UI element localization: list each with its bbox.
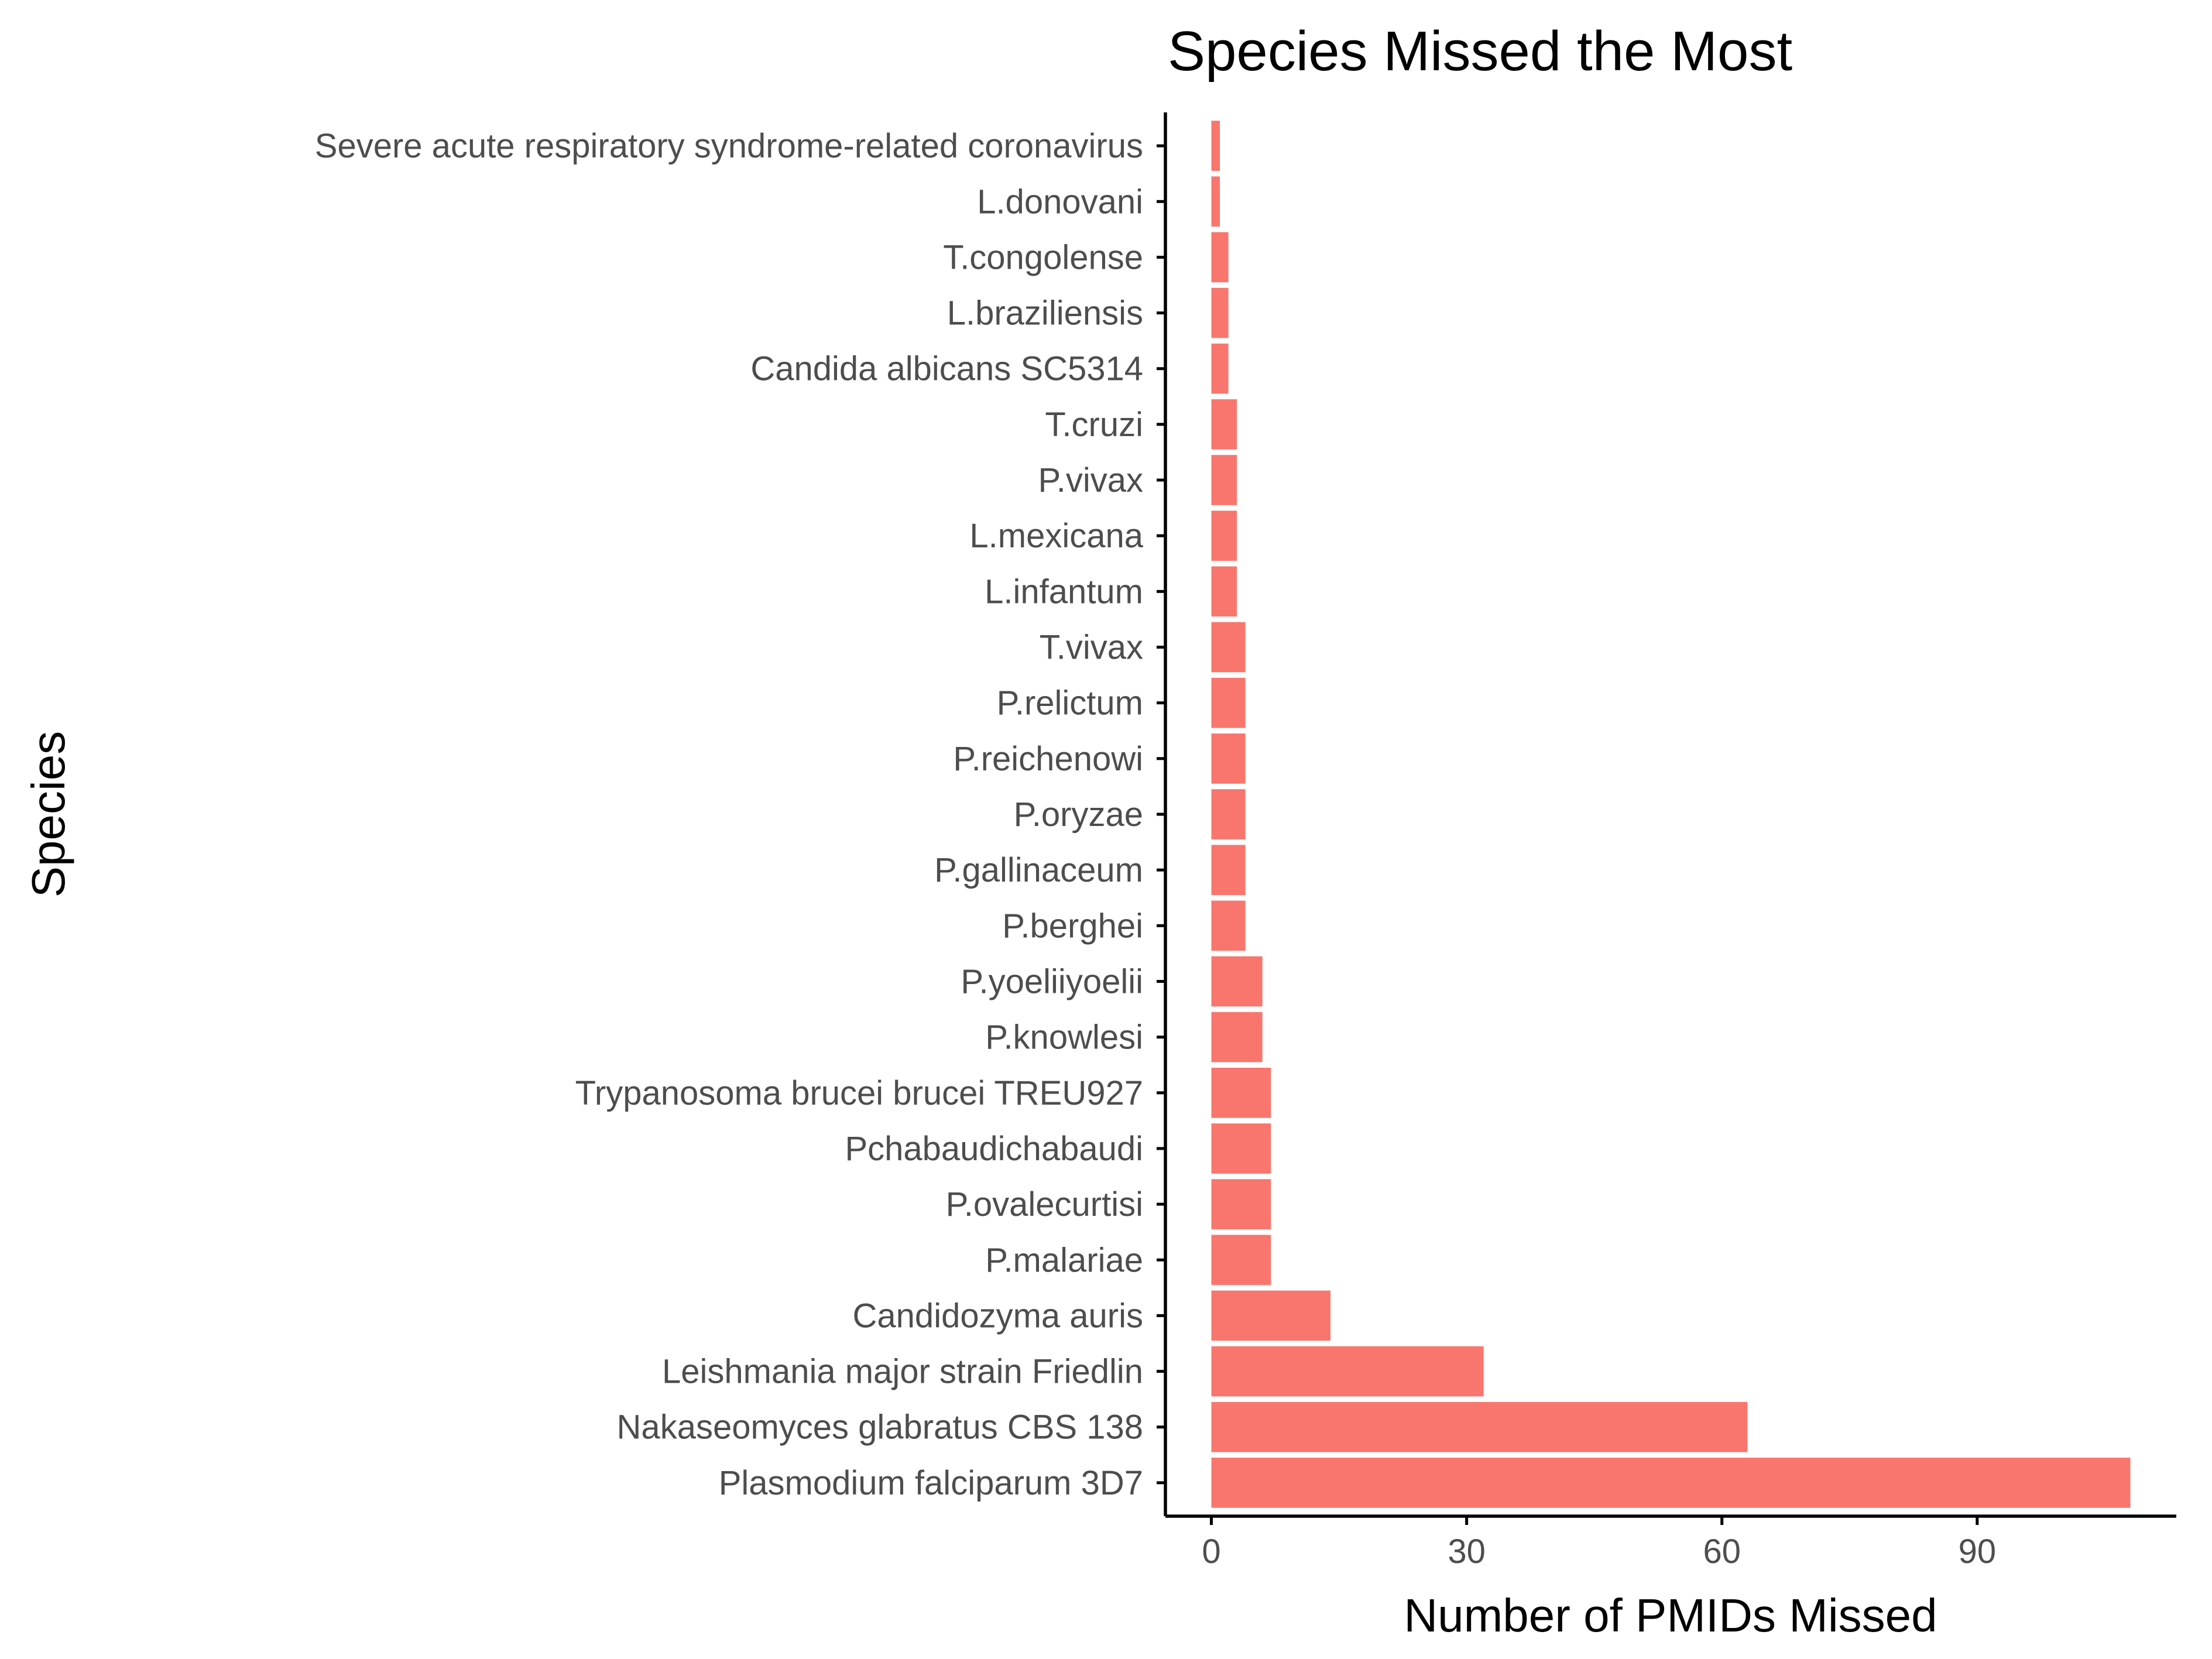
y-tick-label-p-relictum: P.relictum xyxy=(997,684,1143,722)
y-tick-label-p-yoeliiyoelii: P.yoeliiyoelii xyxy=(961,962,1143,1000)
bar-pchabaudichabaudi xyxy=(1211,1123,1271,1174)
y-tick-label-p-gallinaceum: P.gallinaceum xyxy=(934,851,1143,889)
y-tick-label-l-donovani: L.donovani xyxy=(977,183,1143,221)
y-tick-label-l-mexicana: L.mexicana xyxy=(969,517,1143,555)
x-tick-label-60: 60 xyxy=(1703,1533,1741,1571)
y-tick-label-p-reichenowi: P.reichenowi xyxy=(953,740,1143,778)
bars-group xyxy=(1211,121,2131,1508)
bar-candida-albicans-sc5314 xyxy=(1211,343,1229,394)
y-axis-title: Species xyxy=(22,731,74,898)
bar-p-malariae xyxy=(1211,1235,1271,1286)
y-tick-label-p-malariae: P.malariae xyxy=(985,1241,1143,1279)
y-tick-label-pchabaudichabaudi: Pchabaudichabaudi xyxy=(845,1130,1143,1168)
y-tick-label-severe-acute-respiratory-syndrome-related-coronavirus: Severe acute respiratory syndrome-relate… xyxy=(315,127,1143,165)
bar-candidozyma-auris xyxy=(1211,1290,1331,1341)
bar-t-vivax xyxy=(1211,622,1246,673)
bar-p-relictum xyxy=(1211,677,1246,728)
y-tick-label-l-infantum: L.infantum xyxy=(985,573,1143,611)
bar-p-ovalecurtisi xyxy=(1211,1179,1271,1229)
bar-leishmania-major-strain-friedlin xyxy=(1211,1346,1484,1397)
bar-l-mexicana xyxy=(1211,510,1237,561)
y-tick-label-t-congolense: T.congolense xyxy=(943,238,1143,276)
x-tick-label-90: 90 xyxy=(1959,1533,1997,1571)
y-tick-label-trypanosoma-brucei-brucei-treu927: Trypanosoma brucei brucei TREU927 xyxy=(575,1074,1143,1112)
bar-p-vivax xyxy=(1211,455,1237,505)
bar-p-oryzae xyxy=(1211,789,1246,839)
y-tick-label-t-cruzi: T.cruzi xyxy=(1045,406,1143,444)
y-tick-label-t-vivax: T.vivax xyxy=(1040,629,1143,667)
y-tick-label-p-knowlesi: P.knowlesi xyxy=(985,1019,1143,1057)
bar-l-braziliensis xyxy=(1211,287,1229,338)
chart-title: Species Missed the Most xyxy=(1168,20,1792,83)
bar-plasmodium-falciparum-3d7 xyxy=(1211,1458,2131,1508)
y-tick-label-nakaseomyces-glabratus-cbs-138: Nakaseomyces glabratus CBS 138 xyxy=(617,1408,1143,1447)
y-tick-label-plasmodium-falciparum-3d7: Plasmodium falciparum 3D7 xyxy=(719,1464,1143,1502)
bar-severe-acute-respiratory-syndrome-related-coronavirus xyxy=(1211,121,1220,171)
y-tick-label-p-berghei: P.berghei xyxy=(1002,907,1143,945)
y-axis-ticks: Severe acute respiratory syndrome-relate… xyxy=(315,127,1165,1502)
y-tick-label-candidozyma-auris: Candidozyma auris xyxy=(853,1297,1143,1335)
x-axis-title: Number of PMIDs Missed xyxy=(1404,1589,1937,1641)
bar-p-yoeliiyoelii xyxy=(1211,956,1263,1007)
bar-t-congolense xyxy=(1211,232,1229,283)
bar-p-berghei xyxy=(1211,900,1246,951)
bar-l-infantum xyxy=(1211,566,1237,617)
bar-p-knowlesi xyxy=(1211,1012,1263,1062)
y-tick-label-p-ovalecurtisi: P.ovalecurtisi xyxy=(946,1185,1143,1223)
bar-trypanosoma-brucei-brucei-treu927 xyxy=(1211,1067,1271,1118)
y-tick-label-l-braziliensis: L.braziliensis xyxy=(947,294,1143,333)
x-tick-label-30: 30 xyxy=(1448,1533,1486,1571)
x-tick-label-0: 0 xyxy=(1202,1533,1220,1571)
y-tick-label-p-oryzae: P.oryzae xyxy=(1014,796,1143,834)
x-axis-ticks: 0 30 60 90 xyxy=(1202,1516,1996,1571)
bar-t-cruzi xyxy=(1211,399,1237,450)
y-tick-label-candida-albicans-sc5314: Candida albicans SC5314 xyxy=(750,350,1143,388)
bar-l-donovani xyxy=(1211,176,1220,227)
y-tick-label-p-vivax: P.vivax xyxy=(1038,461,1143,499)
y-tick-label-leishmania-major-strain-friedlin: Leishmania major strain Friedlin xyxy=(662,1353,1143,1391)
bar-p-reichenowi xyxy=(1211,733,1246,784)
bar-p-gallinaceum xyxy=(1211,845,1246,895)
bar-nakaseomyces-glabratus-cbs-138 xyxy=(1211,1401,1748,1452)
